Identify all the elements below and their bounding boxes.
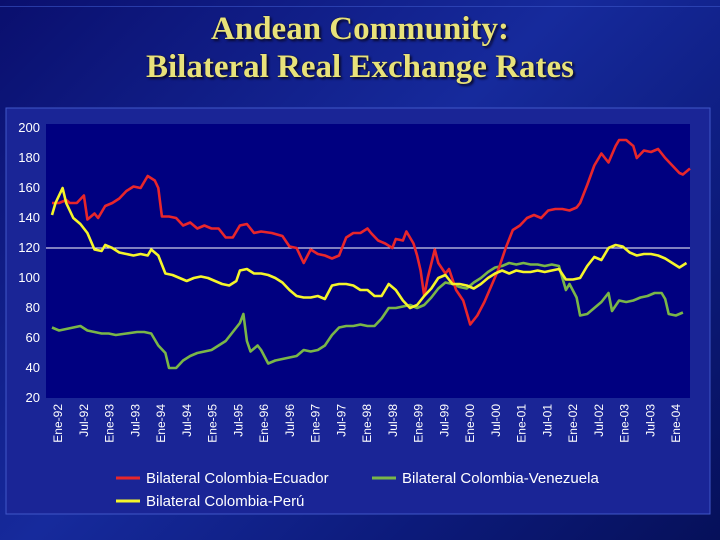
y-tick-label: 200: [18, 120, 40, 135]
y-axis: 200 180 160 140 120 100 80 60 40 20: [18, 120, 40, 405]
x-tick-label: Jul-94: [180, 404, 194, 437]
x-axis: Ene-92 Jul-92 Ene-93 Jul-93 Ene-94 Jul-94 Ene-…: [51, 404, 683, 443]
x-tick-label: Ene-01: [515, 404, 529, 443]
series-line-peru: [50, 186, 688, 310]
x-tick-label: Ene-96: [257, 404, 271, 443]
x-tick-label: Jul-01: [540, 404, 554, 437]
slide-title-line-2: Bilateral Real Exchange Rates: [145, 49, 575, 85]
x-tick-label: Ene-92: [51, 404, 65, 443]
x-tick-label: Ene-04: [669, 404, 683, 443]
x-tick-label: Jul-92: [77, 404, 91, 437]
x-tick-label: Jul-97: [334, 404, 348, 437]
x-tick-label: Jul-96: [283, 404, 297, 437]
plot-area: [46, 124, 690, 398]
series-line-ecuador: [52, 138, 691, 326]
x-tick-label: Jul-00: [489, 404, 503, 437]
x-tick-label: Ene-99: [412, 404, 426, 443]
y-tick-label: 40: [26, 360, 40, 375]
y-tick-label: 60: [26, 330, 40, 345]
x-tick-label: Ene-02: [566, 404, 580, 443]
y-tick-label: 80: [26, 300, 40, 315]
slide-top-rule: [0, 6, 720, 7]
x-tick-label: Ene-93: [103, 404, 117, 443]
y-tick-label: 20: [26, 390, 40, 405]
plot-background: [46, 124, 690, 398]
x-tick-label: Ene-00: [463, 404, 477, 443]
x-tick-label: Ene-03: [618, 404, 632, 443]
legend-label: Bilateral Colombia-Ecuador: [146, 470, 329, 487]
y-tick-label: 120: [18, 240, 40, 255]
series-lines: [50, 138, 691, 370]
x-tick-label: Jul-02: [592, 404, 606, 437]
legend-label: Bilateral Colombia-Venezuela: [402, 470, 599, 487]
x-tick-label: Jul-99: [437, 404, 451, 437]
y-tick-label: 180: [18, 150, 40, 165]
x-tick-label: Jul-98: [386, 404, 400, 437]
y-tick-label: 140: [18, 210, 40, 225]
x-tick-label: Ene-94: [154, 404, 168, 443]
x-tick-label: Jul-93: [128, 404, 142, 437]
slide-title: Andean Community: Bilateral Real Exchang…: [0, 10, 720, 86]
chart-legend: Bilateral Colombia-Ecuador Bilateral Colo…: [116, 470, 599, 510]
series-line-venezuela: [51, 261, 684, 370]
x-tick-label: Ene-98: [360, 404, 374, 443]
x-tick-label: Ene-97: [309, 404, 323, 443]
y-tick-label: 160: [18, 180, 40, 195]
x-tick-label: Jul-03: [643, 404, 657, 437]
legend-label: Bilateral Colombia-Perú: [146, 493, 304, 510]
x-tick-label: Ene-95: [206, 404, 220, 443]
slide-title-line-1: Andean Community:: [211, 11, 509, 47]
y-tick-label: 100: [18, 270, 40, 285]
x-tick-label: Jul-95: [231, 404, 245, 437]
